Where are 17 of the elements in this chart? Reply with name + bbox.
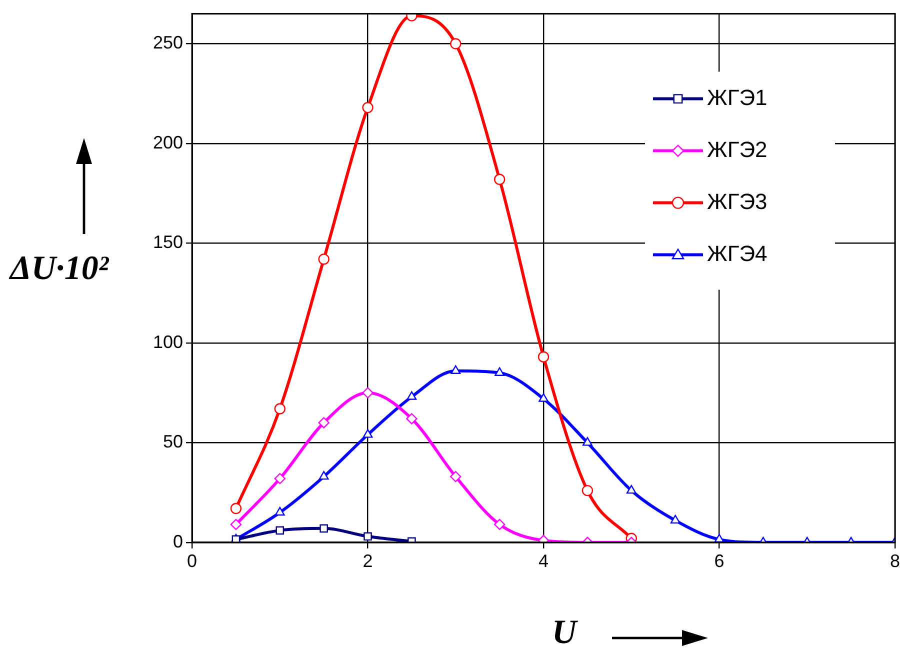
legend-label: ЖГЭ3 bbox=[707, 188, 768, 214]
x-tick-label: 4 bbox=[538, 551, 549, 572]
y-tick-label: 0 bbox=[173, 531, 184, 552]
legend-label: ЖГЭ2 bbox=[707, 136, 768, 162]
legend-label: ЖГЭ1 bbox=[707, 84, 768, 110]
y-axis-title: ΔU·10² bbox=[10, 250, 109, 288]
y-tick-label: 50 bbox=[163, 432, 184, 452]
y-tick-label: 150 bbox=[152, 232, 184, 252]
legend-label: ЖГЭ4 bbox=[707, 240, 768, 266]
x-tick-label: 8 bbox=[890, 551, 900, 572]
x-axis-title: U bbox=[552, 614, 577, 652]
y-tick-label: 200 bbox=[152, 132, 184, 152]
x-tick-label: 0 bbox=[187, 551, 198, 572]
y-tick-label: 250 bbox=[152, 32, 184, 53]
y-tick-label: 100 bbox=[152, 332, 184, 352]
x-tick-label: 2 bbox=[362, 551, 373, 572]
x-tick-label: 6 bbox=[714, 551, 724, 572]
